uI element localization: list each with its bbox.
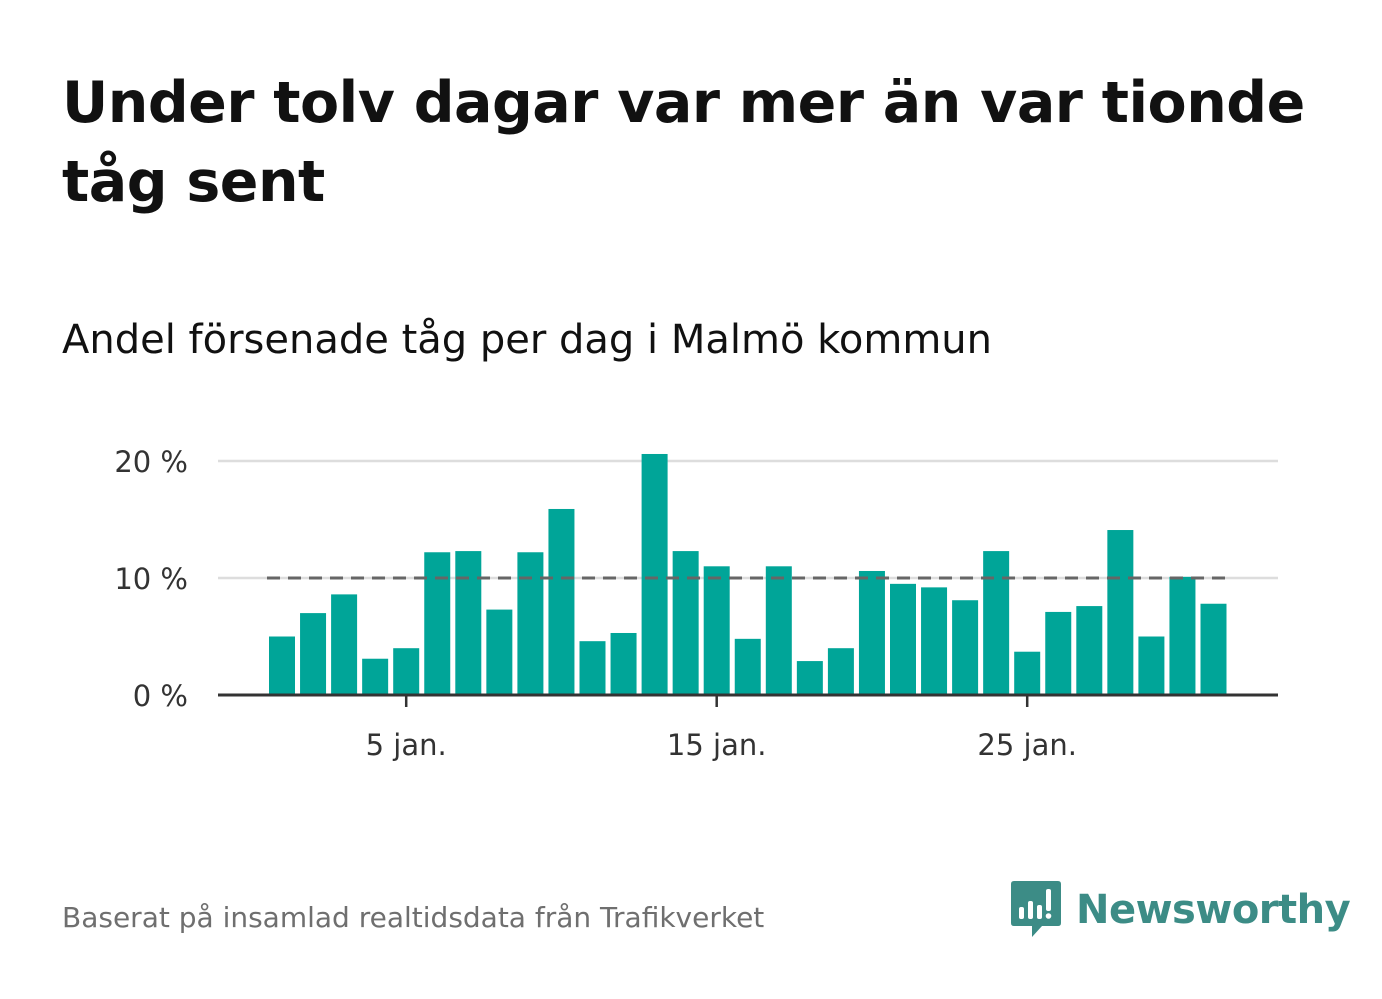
y-tick-label: 0 %	[133, 679, 188, 713]
bar	[1138, 636, 1165, 695]
bar	[455, 551, 482, 695]
bar	[1014, 651, 1041, 695]
bar	[610, 632, 637, 695]
bar	[1107, 530, 1134, 695]
bar	[1200, 603, 1227, 695]
bar	[269, 636, 295, 695]
brand: Newsworthy	[1010, 878, 1351, 942]
bar	[486, 609, 513, 695]
bar	[858, 570, 885, 695]
bar	[331, 594, 358, 695]
bar	[952, 600, 979, 695]
bar	[983, 551, 1010, 695]
bar	[641, 453, 668, 695]
y-tick-label: 10 %	[114, 562, 188, 596]
bar	[1045, 611, 1072, 695]
brand-name: Newsworthy	[1076, 887, 1351, 933]
bar	[827, 648, 854, 695]
bar	[362, 658, 389, 695]
bar	[921, 587, 948, 695]
bar	[672, 551, 699, 695]
bar	[300, 613, 327, 695]
chart-title: Andel försenade tåg per dag i Malmö komm…	[62, 317, 992, 363]
y-tick-label: 20 %	[114, 445, 188, 479]
bar	[1076, 606, 1103, 695]
bar	[548, 508, 575, 695]
bar	[579, 641, 606, 695]
source-note: Baserat på insamlad realtidsdata från Tr…	[62, 901, 765, 934]
bar-chart: 0 % 10 % 20 % 5 jan. 15 jan. 25 jan.	[114, 445, 1278, 762]
headline: Under tolv dagar var mer än var tionde t…	[62, 70, 1305, 215]
bar	[517, 552, 544, 695]
bar	[393, 648, 420, 695]
bar	[796, 661, 823, 695]
x-tick-label: 5 jan.	[366, 728, 447, 762]
bar	[734, 638, 761, 695]
bar	[1169, 576, 1196, 695]
bar	[703, 566, 730, 695]
bar-chart-speech-bubble-icon	[1011, 881, 1061, 937]
x-tick-label: 25 jan.	[977, 728, 1077, 762]
bar	[424, 552, 451, 695]
bar	[890, 583, 916, 695]
x-tick-label: 15 jan.	[667, 728, 767, 762]
bar	[765, 566, 792, 695]
